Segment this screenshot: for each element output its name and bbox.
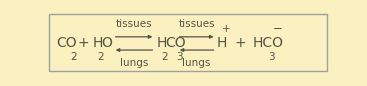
Text: 3: 3 <box>268 52 275 62</box>
Text: H: H <box>92 36 103 50</box>
Text: 2: 2 <box>161 52 168 62</box>
Text: 3: 3 <box>176 52 183 62</box>
Text: HCO: HCO <box>253 36 284 50</box>
Text: H: H <box>156 36 167 50</box>
Text: +: + <box>234 36 246 50</box>
Text: tissues: tissues <box>178 19 215 29</box>
Text: lungs: lungs <box>120 58 148 68</box>
Text: 2: 2 <box>70 52 77 62</box>
Text: CO: CO <box>57 36 77 50</box>
FancyBboxPatch shape <box>49 14 327 71</box>
Text: O: O <box>101 36 112 50</box>
Text: +: + <box>77 36 89 50</box>
Text: H: H <box>217 36 227 50</box>
Text: +: + <box>222 24 230 34</box>
Text: lungs: lungs <box>182 58 211 68</box>
Text: CO: CO <box>165 36 186 50</box>
Text: 2: 2 <box>97 52 104 62</box>
Text: −: − <box>272 22 282 35</box>
Text: tissues: tissues <box>116 19 152 29</box>
